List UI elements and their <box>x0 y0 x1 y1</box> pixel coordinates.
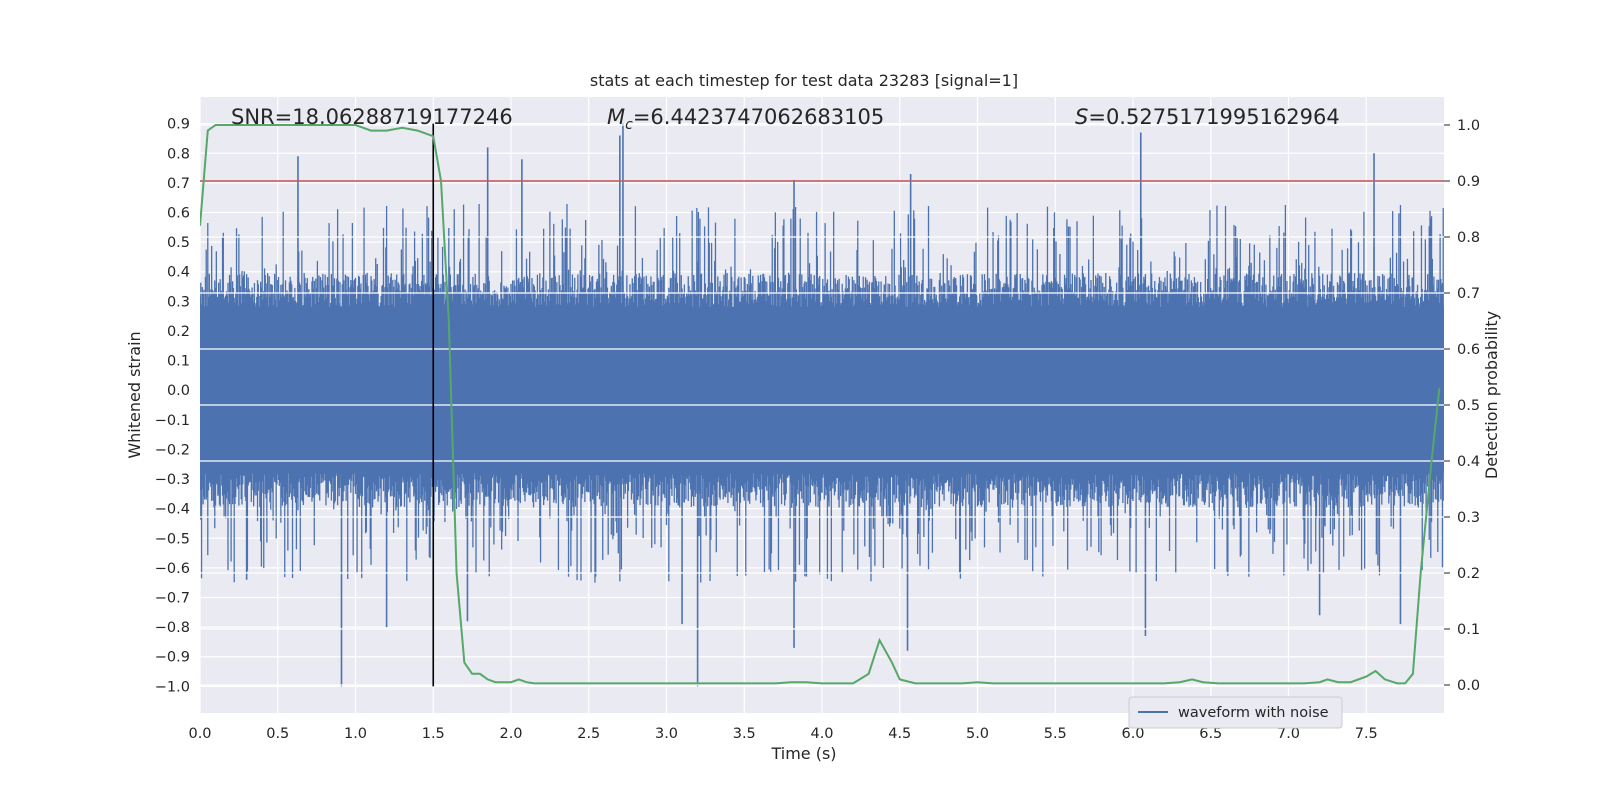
y2-tick-label: 0.5 <box>1457 398 1480 414</box>
y-tick-label: −0.7 <box>155 591 190 607</box>
y-tick-label: 0.3 <box>167 294 190 310</box>
y-tick-label: −0.9 <box>155 650 190 666</box>
x-tick-label: 6.0 <box>1121 726 1144 742</box>
y2-axis-ticks: 1.0 0.9 0.8 0.7 0.6 0.5 0.4 0.3 0.2 0.1 0.0 <box>1444 118 1480 694</box>
legend: waveform with noise <box>1128 696 1343 729</box>
x-axis-label: Time (s) <box>770 744 836 763</box>
legend-label: waveform with noise <box>1178 705 1329 721</box>
y-axis-ticks: 0.9 0.8 0.7 0.6 0.5 0.4 0.3 0.2 0.1 0.0 −0.1 −0.2 −0… <box>155 117 190 696</box>
x-tick-label: 7.5 <box>1355 726 1378 742</box>
y-tick-label: 0.8 <box>167 146 190 162</box>
y2-tick-label: 0.6 <box>1457 342 1480 358</box>
x-tick-label: 0.0 <box>188 726 211 742</box>
score-annotation: S=0.5275171995162964 <box>1075 105 1340 129</box>
waveform-series <box>200 123 1444 687</box>
x-tick-label: 2.5 <box>577 726 600 742</box>
y-axis-label: Whitened strain <box>125 331 144 458</box>
y2-tick-label: 0.9 <box>1457 174 1480 190</box>
y-tick-label: 0.0 <box>167 383 190 399</box>
chirp-mass-annotation: Mc=6.4423747062683105 <box>607 105 884 133</box>
legend-box <box>1128 696 1343 729</box>
y2-tick-label: 1.0 <box>1457 118 1480 134</box>
x-tick-label: 5.0 <box>966 726 989 742</box>
chart-title: stats at each timestep for test data 232… <box>590 71 1018 90</box>
score-symbol: S <box>1075 105 1088 129</box>
y-tick-label: −0.1 <box>155 413 190 429</box>
y-tick-label: 0.1 <box>167 354 190 370</box>
y2-tick-label: 0.7 <box>1457 286 1480 302</box>
snr-annotation: SNR=18.06288719177246 <box>231 105 513 129</box>
y-tick-label: 0.7 <box>167 176 190 192</box>
chirp-mass-value: =6.4423747062683105 <box>633 105 884 129</box>
chirp-mass-subscript: c <box>625 117 633 133</box>
y2-axis-label: Detection probability <box>1482 311 1501 479</box>
y-tick-label: 0.9 <box>167 117 190 133</box>
y-tick-label: −0.3 <box>155 472 190 488</box>
plot-area <box>200 123 1444 687</box>
y2-tick-label: 0.8 <box>1457 230 1480 246</box>
x-tick-label: 5.5 <box>1044 726 1067 742</box>
y-tick-label: 0.4 <box>167 265 190 281</box>
x-tick-label: 3.0 <box>655 726 678 742</box>
x-tick-label: 4.5 <box>888 726 911 742</box>
y-tick-label: −0.5 <box>155 531 190 547</box>
y-tick-label: −0.4 <box>155 502 190 518</box>
x-tick-label: 7.0 <box>1277 726 1300 742</box>
x-tick-label: 1.5 <box>422 726 445 742</box>
x-tick-label: 1.0 <box>344 726 367 742</box>
y2-tick-label: 0.3 <box>1457 510 1480 526</box>
detection-probability-line <box>200 124 1441 685</box>
y-tick-label: −1.0 <box>155 679 190 695</box>
y2-tick-label: 0.4 <box>1457 454 1480 470</box>
x-tick-label: 4.0 <box>810 726 833 742</box>
y-tick-label: −0.6 <box>155 561 190 577</box>
x-tick-label: 2.0 <box>499 726 522 742</box>
y-tick-label: 0.6 <box>167 206 190 222</box>
x-tick-label: 3.5 <box>733 726 756 742</box>
chirp-mass-symbol: M <box>607 105 625 129</box>
score-value: =0.5275171995162964 <box>1088 105 1339 129</box>
y2-tick-label: 0.1 <box>1457 622 1480 638</box>
y-tick-label: 0.5 <box>167 235 190 251</box>
y2-tick-label: 0.0 <box>1457 678 1480 694</box>
waveform-core <box>200 307 1444 474</box>
x-tick-label: 0.5 <box>266 726 289 742</box>
x-tick-label: 6.5 <box>1199 726 1222 742</box>
y-tick-label: −0.8 <box>155 620 190 636</box>
y2-tick-label: 0.2 <box>1457 566 1480 582</box>
x-axis-ticks: 0.0 0.5 1.0 1.5 2.0 2.5 3.0 3.5 4.0 4.5 5.0 5.5 6.0 6… <box>188 726 1377 742</box>
y-tick-label: 0.2 <box>167 324 190 340</box>
y-tick-label: −0.2 <box>155 442 190 458</box>
